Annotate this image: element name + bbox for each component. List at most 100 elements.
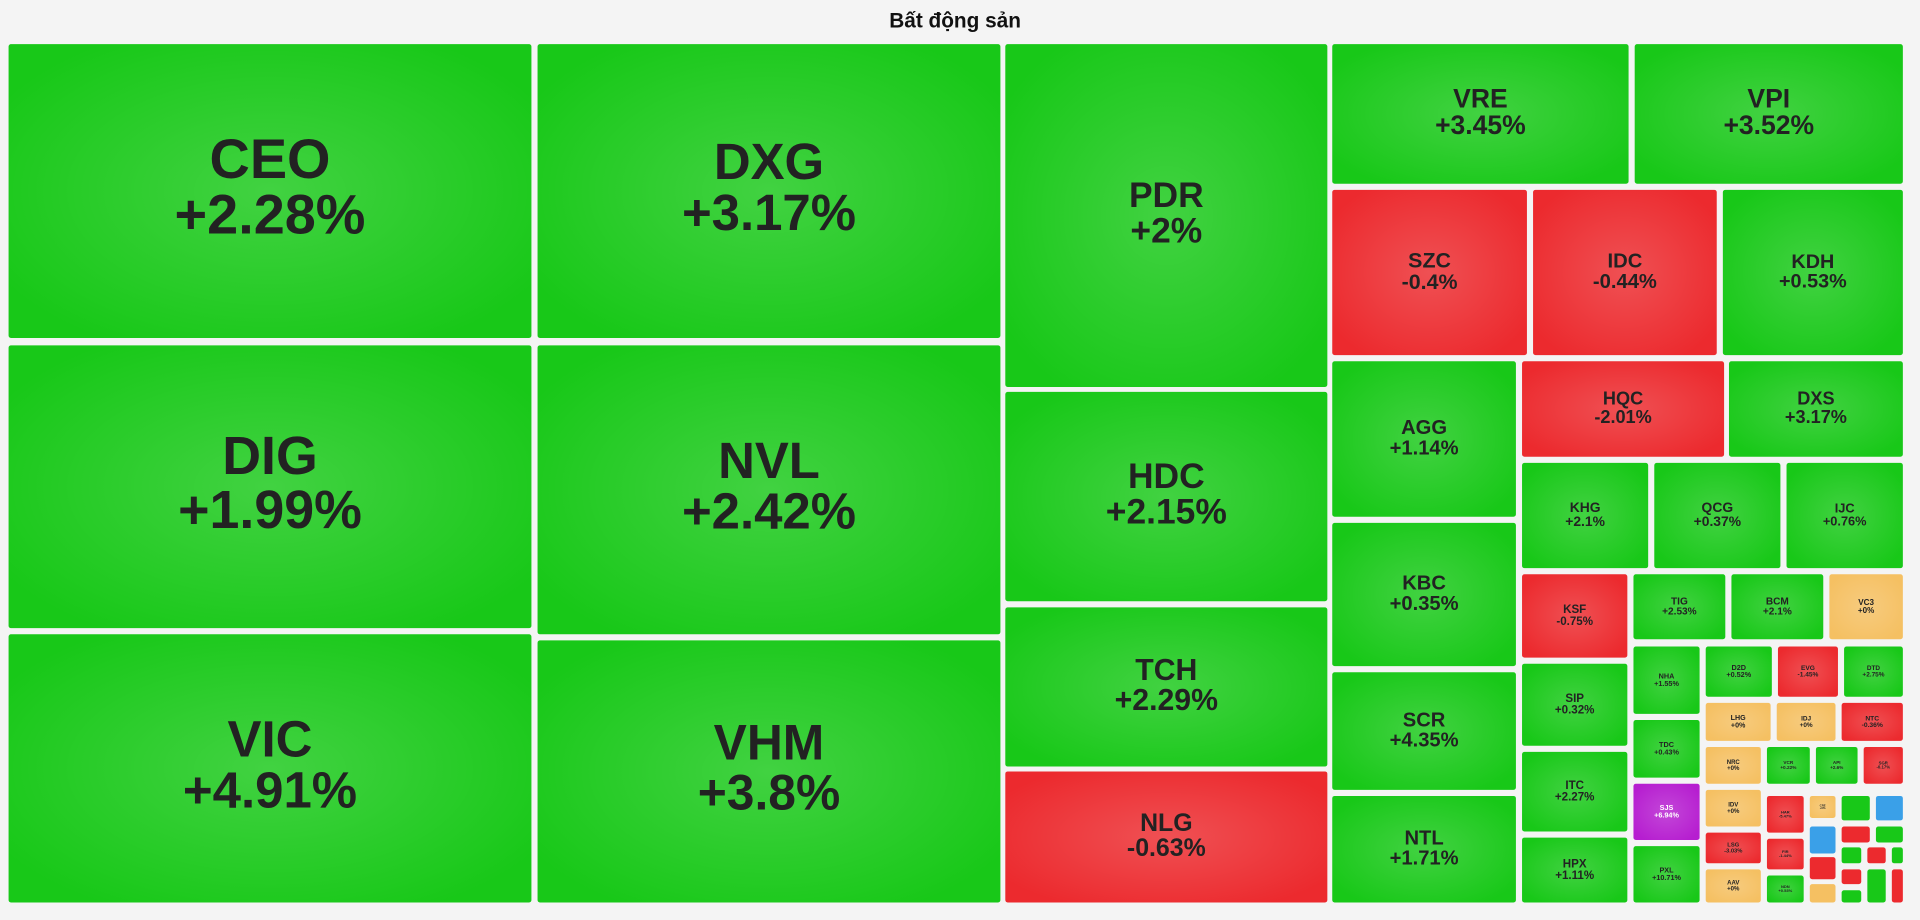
tile-label: DTD [1867,665,1881,672]
tile-shine [1332,44,1629,184]
tile-value: -0.44% [1593,271,1657,293]
minor-tile [1809,857,1836,880]
tile-label: NTC [1865,715,1879,722]
minor-tile [1867,869,1886,903]
minor-tile [1809,826,1836,854]
tile-value: +0% [1800,722,1813,729]
tile-label: HPX [1563,858,1587,870]
tile-shine [1705,869,1761,903]
tile-value: +0.53% [1778,888,1792,893]
tile-label: BCM [1766,596,1789,607]
tile-label: DXG [714,133,824,190]
tile-label: IDC [1608,251,1643,273]
minor-tile [1841,826,1870,843]
tile-shine [1766,875,1804,903]
tile-label: VPI [1747,84,1790,114]
minor-tile [1891,847,1903,864]
tile-shine [537,640,1001,903]
tile-label: TDC [1659,740,1675,749]
tile-value: -0.4% [1402,270,1458,294]
tile-shine [1705,646,1772,697]
tile-value: -2.01% [1594,407,1651,427]
tile-value: +4.91% [183,761,357,818]
tile-value: +0% [1727,809,1740,815]
tile-label: KHG [1570,499,1601,515]
tile-label: IDV [1728,803,1738,809]
tile-label: SIP [1565,693,1584,705]
tile-label: TCH [1135,654,1197,687]
tile-label: HDC [1128,456,1205,496]
tile-value: +1.14% [1390,437,1459,459]
tile-shine [1815,746,1858,784]
tile-value: +3.17% [1785,407,1847,427]
tile-value: +0.32% [1555,705,1595,717]
chart-title: Bất động sản [889,10,1021,33]
tile-label: VRE [1453,84,1508,114]
tile-value: +1.11% [1555,870,1594,882]
tile-shine [1633,720,1700,778]
tile-shine [1005,607,1328,767]
tile-label: IDJ [1801,715,1811,722]
tile-shine [1005,391,1328,602]
tile-value: +3.52% [1723,110,1814,140]
tile-shine [1844,646,1903,697]
tile-shine [1522,462,1649,569]
tile-value: +0% [1727,887,1740,893]
tile-label: FIR [1782,849,1789,854]
tiles: CEO+2.28%DXG+3.17% PDR+2%VRE+3.45%VPI+3.5… [8,44,1903,903]
tile-shine [1522,361,1725,457]
tile-value: +0% [1731,721,1746,729]
minor-tile [1867,847,1886,864]
tile-value: +2.29% [1115,684,1219,717]
tile-label: PDR [1129,175,1204,215]
tile-shine [1633,646,1700,714]
minor-tile [1841,795,1870,821]
tile-shine [1705,746,1761,784]
tile-value: +2.28% [175,183,366,246]
tile-label: KBC [1402,573,1446,595]
tile-label: VCR [1783,760,1794,765]
tile-label: VHM [714,715,825,771]
tile-value: +3.45% [1435,110,1526,140]
tile-shine [1776,702,1836,741]
tile-shine [1809,795,1836,818]
tile-shine [1863,746,1903,784]
tile-label: EVG [1801,665,1815,672]
tile-label: KSF [1563,604,1586,616]
tile-label: NLG [1140,809,1193,837]
tile-value: +10.71% [1652,873,1681,882]
tile-shine [1731,574,1824,640]
tile-shine [1332,522,1516,667]
tile-value: +1.55% [1654,679,1679,688]
tile-shine [1633,846,1700,903]
tile-value: +0% [1858,606,1874,615]
minor-tile [1875,795,1903,821]
tile-shine [537,345,1001,635]
tile-shine [1705,832,1761,864]
tile-label: KDH [1791,251,1834,273]
tile-value: -0.17% [1876,765,1890,770]
tile-shine [1633,574,1726,640]
tile-value: +2.42% [682,483,856,540]
tile-shine [1705,702,1771,741]
tile-shine [1332,795,1516,903]
tile-label: NHA [1659,672,1675,681]
tile-shine [1841,702,1903,741]
tile-label: CEO [210,127,331,190]
tile-shine [1786,462,1903,569]
tile-value: -0.36% [1862,722,1883,729]
tile-value: -0.63% [1127,834,1206,862]
tile-label: IJC [1835,501,1855,516]
tile-shine [1766,795,1804,833]
tile-label: QCG [1702,499,1734,515]
tile-label: TIG [1671,596,1688,607]
tile-value: +0.52% [1726,670,1751,679]
tile-shine [1332,361,1516,517]
tile-value: +0.53% [1779,271,1847,293]
tile-value: +2.27% [1555,792,1595,804]
tile-shine [1332,189,1527,356]
tile-shine [8,634,532,903]
tile-value: +0.22% [1780,765,1797,770]
